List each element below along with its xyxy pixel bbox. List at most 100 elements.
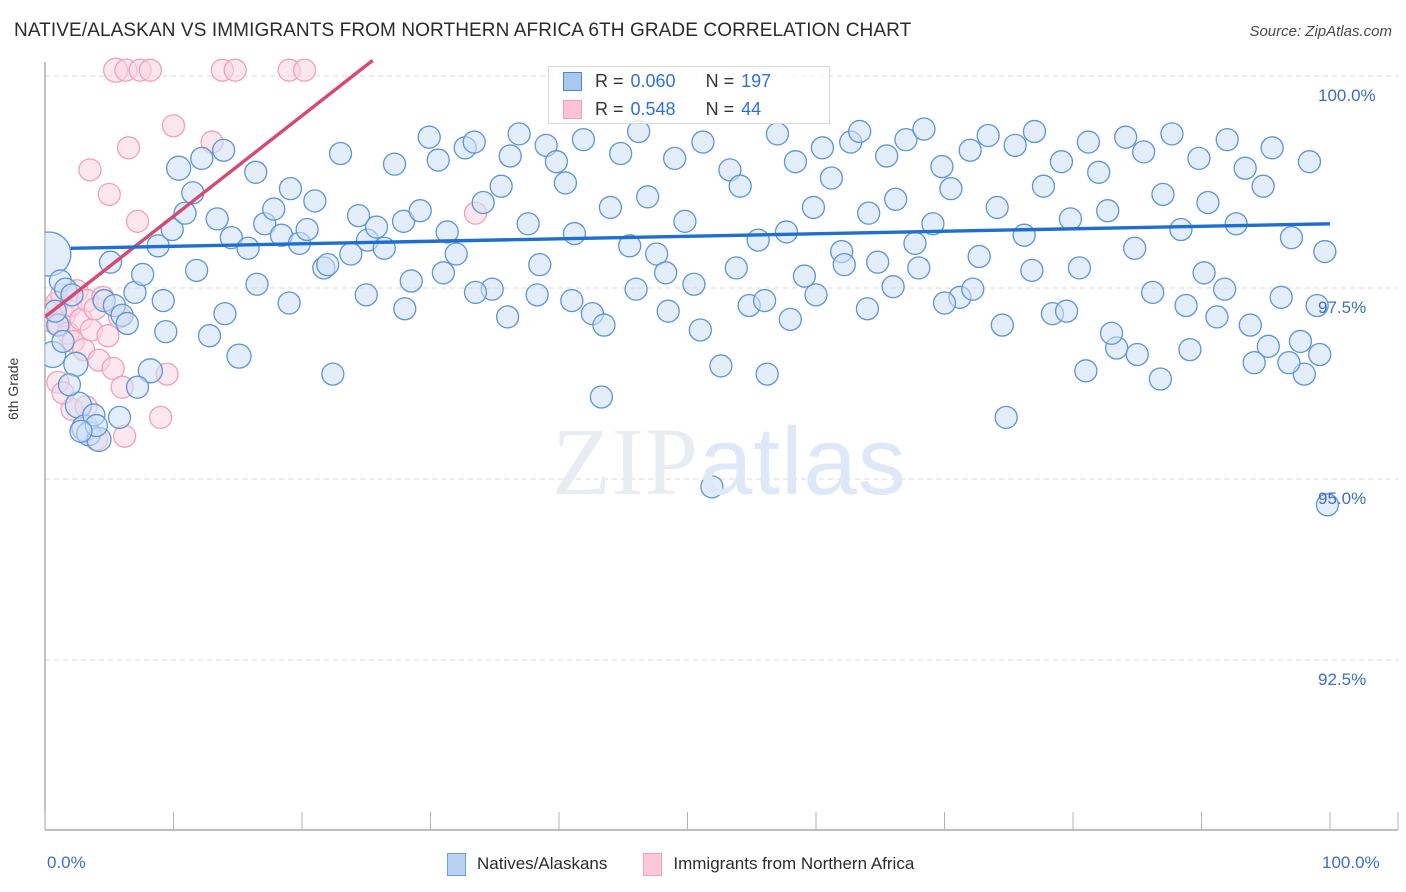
scatter-point [1114,125,1138,149]
n-label-blue: N = [705,71,735,91]
scatter-point [97,182,121,207]
scatter-point [495,305,520,329]
scatter-point [1099,321,1124,345]
scatter-point [848,119,872,144]
series-legend: Natives/Alaskans Immigrants from Norther… [447,851,950,877]
scatter-point [1297,150,1322,174]
scatter-point [592,313,616,337]
scatter-point [636,185,660,209]
legend-item-immigrants[interactable]: Immigrants from Northern Africa [643,852,914,876]
scatter-point [609,141,633,166]
scatter-point [303,189,327,213]
scatter-point [1277,351,1301,375]
scatter-point [1315,493,1340,517]
scatter-point [98,250,123,274]
scatter-point [262,197,286,221]
scatter-point [321,362,345,386]
scatter-point [553,171,578,195]
scatter-point [1238,313,1262,337]
scatter-point [525,283,549,307]
scatter-point [688,318,712,342]
r-label-pink: R = [595,99,624,119]
stats-legend: R = 0.060 N = 197 R = 0.548 N = 44 [548,66,830,124]
scatter-point [354,283,378,307]
scatter-point [1058,207,1083,231]
scatter-point [682,272,706,296]
scatter-point [1288,329,1313,354]
scatter-point [804,283,828,307]
scatter-point [431,261,456,285]
scatter-point [364,215,389,239]
scatter-point [1174,293,1198,318]
scatter-point [1313,239,1337,264]
scatter-point [618,234,642,258]
scatter-point [654,261,678,285]
scatter-point [958,138,982,162]
scatter-point [1012,223,1036,247]
n-value-pink: 44 [741,99,762,119]
scatter-point [645,242,669,266]
scatter-point [663,146,687,171]
scatter-point [161,114,186,138]
scatter-point [752,288,777,313]
scatter-point [211,138,236,162]
scatter-point [1269,285,1293,309]
scatter-point [151,288,175,313]
scatter-point [165,155,192,181]
scatter-point [382,152,407,176]
scatter-point [213,301,237,326]
x-axis-max-label: 100.0% [1322,853,1380,872]
trendline [45,59,374,319]
scatter-point [700,475,724,499]
scatter-point [417,125,441,149]
scatter-point [295,217,319,242]
scatter-point [961,277,985,301]
scatter-point [967,244,991,269]
scatter-point [1074,359,1098,383]
scatter-point [1256,334,1280,358]
scatter-point [985,195,1009,220]
scatter-point [544,150,569,174]
scatter-point [426,148,450,172]
scatter-point [107,405,132,430]
scatter-point [1054,299,1079,323]
scatter-point [1233,156,1257,180]
scatter-point [1125,342,1149,367]
scatter-point [1020,258,1044,282]
x-axis-ticks [44,812,1399,830]
scatter-point [728,174,752,198]
scatter-point [507,122,531,146]
scatter-point [783,150,808,174]
scatter-point [1087,160,1111,184]
scatter-point [881,275,905,299]
trendline [70,222,1331,250]
scatter-point [328,141,353,166]
scatter-point [131,262,155,287]
scatter-point [346,203,371,228]
scatter-point [205,207,229,231]
stats-legend-row-immigrants: R = 0.548 N = 44 [563,95,761,124]
scatter-point [903,231,927,256]
scatter-point [444,242,468,266]
scatter-point [656,299,680,323]
scatter-point [1022,119,1047,144]
scatter-point [462,130,486,154]
scatter-point [673,209,697,233]
scatter-point [125,375,150,399]
scatter-point [223,58,247,82]
scatter-point [819,166,844,190]
scatter-point [236,236,260,260]
scatter-point [907,256,931,280]
r-label-blue: R = [595,71,624,91]
scatter-point [471,190,495,215]
legend-item-natives[interactable]: Natives/Alaskans [447,852,607,876]
scatter-point [292,58,317,82]
scatter-point [1049,150,1074,174]
scatter-point [832,252,856,277]
scatter-point [51,329,75,354]
scatter-point [571,127,596,152]
scatter-point [939,176,963,201]
scatter-point [463,280,488,305]
scatter-point [393,297,417,321]
